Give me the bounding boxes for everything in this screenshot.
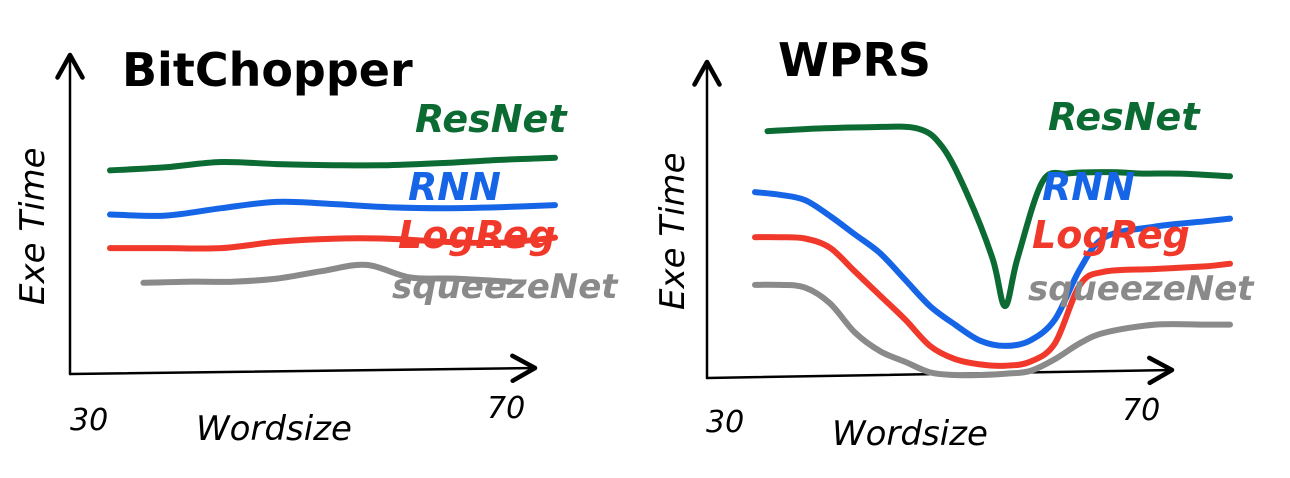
series-label-rnn: RNN	[1042, 165, 1135, 209]
x-tick-label-max: 70	[487, 391, 525, 426]
chart-panel-wprs: WPRS Exe Time Wordsize 30 70 ResNet RNNLo…	[653, 33, 1255, 454]
series-line-logreg	[107, 234, 558, 252]
series-label-logreg: LogReg	[398, 213, 556, 257]
series-line-resnet	[764, 123, 1233, 310]
series-line-resnet	[107, 154, 558, 174]
series-line-squeezenet	[752, 281, 1233, 379]
x-tick-label-max: 70	[1122, 393, 1160, 428]
x-tick-label-min: 30	[706, 405, 744, 440]
y-axis-label: Exe Time	[13, 147, 53, 305]
series-line-rnn	[752, 189, 1233, 349]
chart-panel-bitchopper: BitChopper Exe Time Wordsize 30 70 ResNe…	[13, 43, 619, 449]
series-label-rnn: RNN	[408, 165, 501, 209]
series-label-squeezenet: squeezeNet	[392, 267, 619, 307]
x-tick-label-min: 30	[70, 403, 108, 438]
y-axis-label: Exe Time	[653, 152, 693, 310]
x-axis-label: Wordsize	[832, 414, 988, 454]
series-label-resnet: ResNet	[1048, 95, 1201, 139]
series-line-logreg	[752, 234, 1233, 369]
series-label-resnet: ResNet	[415, 97, 568, 141]
series-label-squeezenet: squeezeNet	[1028, 269, 1255, 309]
series-line-squeezenet	[140, 261, 514, 286]
x-axis-label: Wordsize	[196, 409, 352, 449]
chart-title: WPRS	[778, 33, 931, 87]
chart-title: BitChopper	[122, 43, 413, 97]
series-line-rnn	[107, 198, 558, 219]
x-axis	[68, 353, 538, 384]
series-label-logreg: LogReg	[1032, 213, 1190, 257]
